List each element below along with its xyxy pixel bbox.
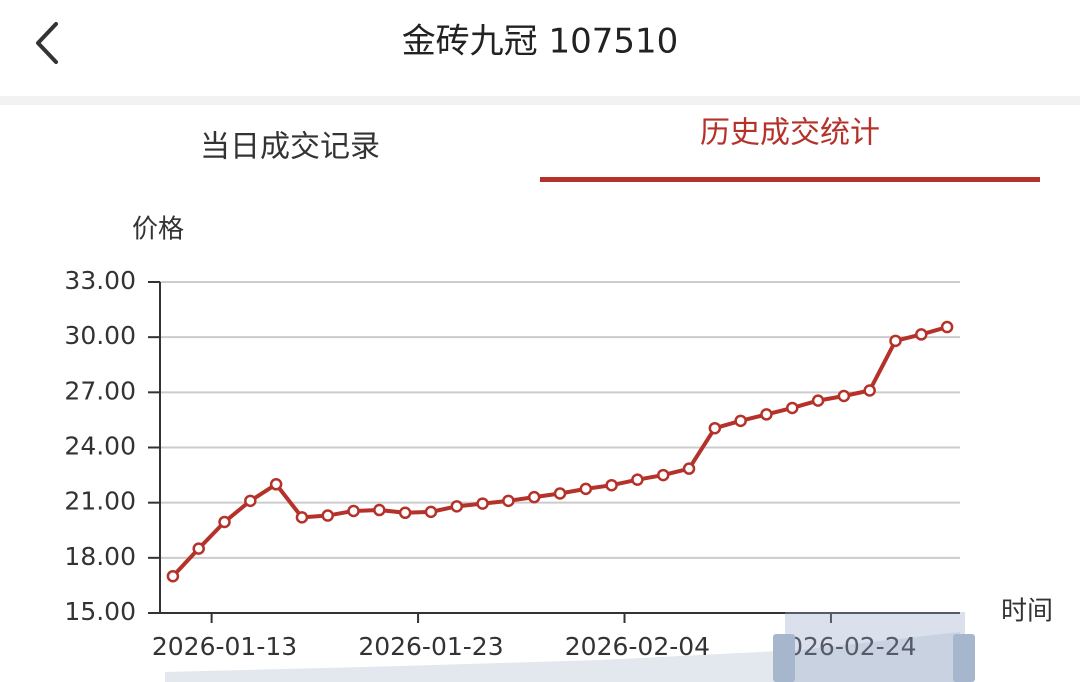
data-point bbox=[708, 421, 722, 435]
y-tick-label: 24.00 bbox=[64, 432, 136, 461]
data-point bbox=[915, 328, 928, 341]
datazoom-area bbox=[165, 632, 960, 682]
data-point bbox=[889, 334, 902, 348]
data-point bbox=[940, 320, 954, 334]
data-point bbox=[269, 478, 283, 491]
x-tick-label: 2026-01-13 bbox=[152, 632, 297, 661]
datazoom-window bbox=[785, 612, 965, 682]
data-point bbox=[837, 389, 851, 403]
data-point bbox=[398, 506, 412, 520]
data-point bbox=[579, 482, 593, 496]
data-point bbox=[553, 487, 567, 500]
y-tick-label: 15.00 bbox=[64, 597, 136, 626]
data-point bbox=[682, 462, 696, 475]
data-point bbox=[321, 509, 334, 522]
data-point bbox=[244, 494, 257, 508]
data-point bbox=[760, 408, 773, 421]
data-point bbox=[424, 505, 438, 519]
y-tick-label: 18.00 bbox=[64, 542, 136, 571]
tab-active[interactable]: 历史成交统计 bbox=[700, 116, 880, 151]
x-tick-label: 2026-02-24 bbox=[771, 632, 916, 661]
x-axis-label: 时间 bbox=[1001, 597, 1053, 627]
data-point bbox=[605, 478, 618, 492]
data-point bbox=[218, 515, 231, 529]
data-point bbox=[631, 473, 644, 486]
data-point bbox=[863, 384, 876, 397]
tab[interactable]: 当日成交记录 bbox=[200, 130, 380, 165]
data-point bbox=[656, 468, 670, 482]
data-point bbox=[734, 414, 747, 428]
y-axis-label: 价格 bbox=[132, 215, 184, 245]
data-point bbox=[786, 401, 799, 415]
data-point bbox=[811, 394, 825, 407]
data-point bbox=[373, 503, 386, 517]
data-point bbox=[347, 504, 360, 518]
datazoom-handle bbox=[773, 634, 795, 682]
data-point bbox=[192, 542, 205, 555]
data-point bbox=[527, 490, 541, 504]
data-point bbox=[450, 500, 464, 513]
data-point bbox=[502, 494, 515, 508]
data-point bbox=[166, 569, 180, 583]
y-tick-label: 27.00 bbox=[64, 376, 136, 405]
datazoom-handle bbox=[953, 634, 975, 682]
y-tick-label: 33.00 bbox=[64, 266, 136, 295]
tab-underline bbox=[540, 177, 1040, 182]
x-tick-label: 2026-01-23 bbox=[358, 632, 503, 661]
y-tick-label: 30.00 bbox=[64, 321, 136, 350]
series-line bbox=[171, 325, 948, 578]
page-title: 金砖九冠 107510 bbox=[402, 22, 679, 62]
divider bbox=[0, 96, 1080, 105]
data-point bbox=[295, 511, 309, 524]
back-button[interactable] bbox=[36, 22, 58, 64]
x-tick-label: 2026-02-04 bbox=[565, 632, 710, 661]
y-tick-label: 21.00 bbox=[64, 487, 136, 516]
data-point bbox=[476, 497, 489, 510]
